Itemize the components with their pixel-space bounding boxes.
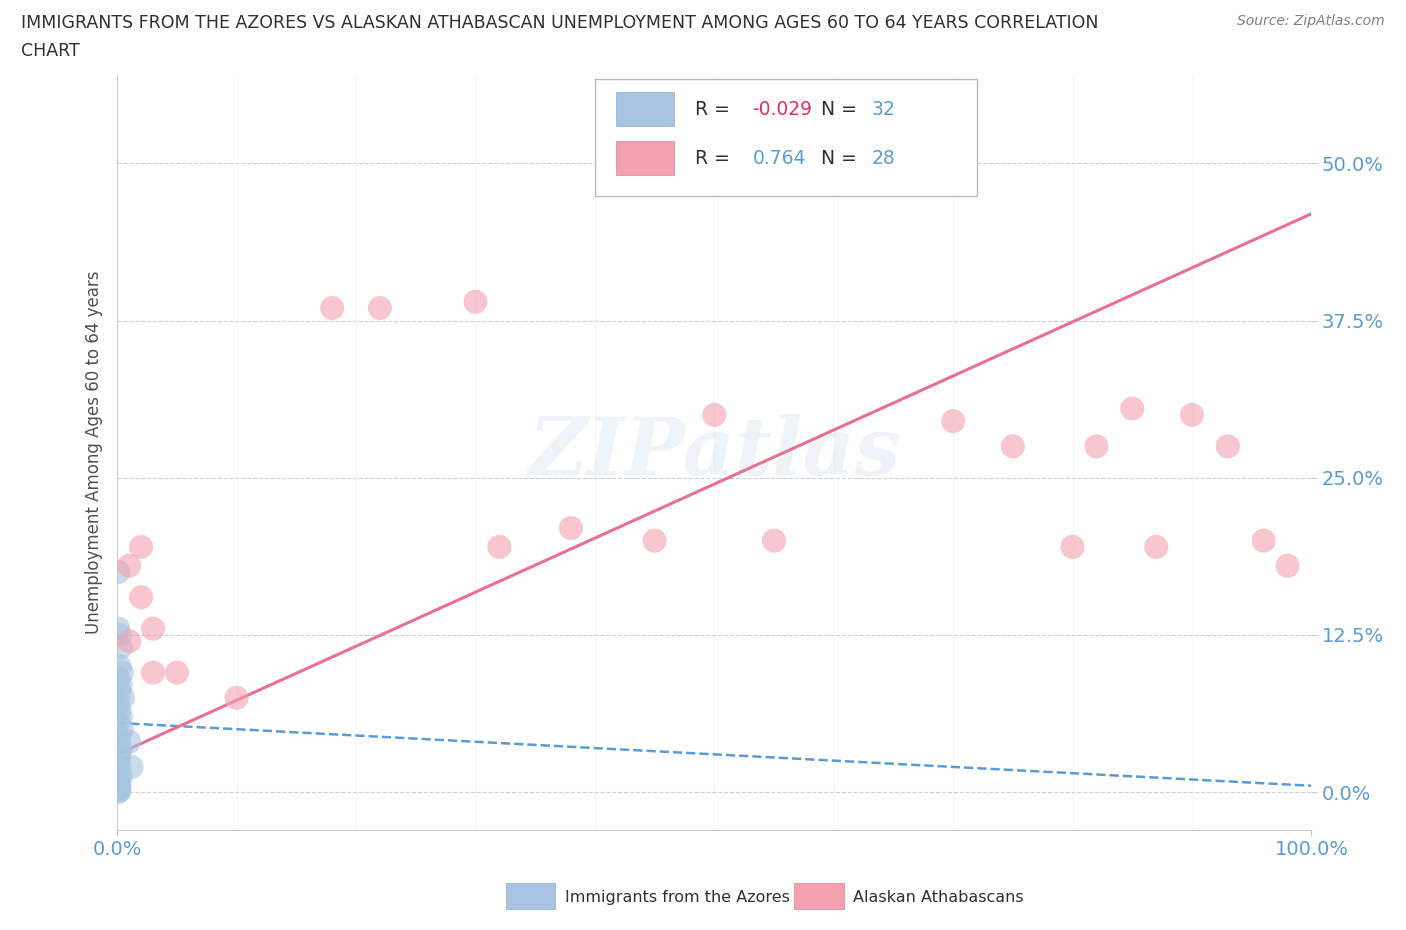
Point: [121, 760, 143, 775]
Text: N =: N =: [821, 100, 856, 119]
Point: [108, 760, 131, 775]
Point: [560, 521, 582, 536]
Point: [763, 533, 786, 548]
Text: ZIPatlas: ZIPatlas: [529, 414, 900, 491]
Point: [107, 753, 129, 768]
Y-axis label: Unemployment Among Ages 60 to 64 years: Unemployment Among Ages 60 to 64 years: [86, 271, 103, 634]
Point: [107, 565, 129, 579]
FancyBboxPatch shape: [595, 79, 977, 196]
FancyBboxPatch shape: [616, 141, 673, 176]
Text: IMMIGRANTS FROM THE AZORES VS ALASKAN ATHABASCAN UNEMPLOYMENT AMONG AGES 60 TO 6: IMMIGRANTS FROM THE AZORES VS ALASKAN AT…: [21, 14, 1098, 32]
Point: [321, 300, 343, 315]
Point: [108, 783, 131, 798]
Text: -0.029: -0.029: [752, 100, 813, 119]
Point: [111, 665, 134, 680]
Point: [111, 722, 134, 737]
Point: [107, 735, 129, 750]
Point: [110, 710, 132, 724]
Point: [107, 772, 129, 787]
Text: 0.764: 0.764: [752, 149, 806, 168]
Text: N =: N =: [821, 149, 856, 168]
FancyBboxPatch shape: [616, 92, 673, 126]
Point: [1121, 401, 1143, 416]
Point: [1277, 558, 1299, 573]
Point: [110, 678, 132, 693]
Point: [118, 735, 141, 750]
Text: CHART: CHART: [21, 42, 80, 60]
Point: [129, 590, 152, 604]
Point: [464, 294, 486, 309]
Point: [118, 633, 141, 648]
Point: [1144, 539, 1167, 554]
Point: [703, 407, 725, 422]
Point: [118, 558, 141, 573]
Point: [107, 778, 129, 793]
Point: [107, 671, 129, 686]
Point: [107, 621, 129, 636]
Text: Immigrants from the Azores: Immigrants from the Azores: [565, 890, 790, 905]
Point: [129, 539, 152, 554]
Point: [112, 690, 135, 705]
Point: [107, 785, 129, 800]
Point: [110, 640, 132, 655]
Point: [142, 621, 165, 636]
Point: [108, 703, 131, 718]
Text: 28: 28: [872, 149, 896, 168]
Point: [142, 665, 165, 680]
Point: [108, 728, 131, 743]
Text: 32: 32: [872, 100, 896, 119]
Point: [107, 697, 129, 711]
Point: [1216, 439, 1239, 454]
Point: [823, 156, 845, 171]
Point: [1253, 533, 1275, 548]
Point: [107, 782, 129, 797]
Point: [1085, 439, 1108, 454]
Text: R =: R =: [695, 149, 730, 168]
Point: [225, 690, 247, 705]
Point: [110, 769, 132, 784]
Point: [108, 781, 131, 796]
Point: [1062, 539, 1084, 554]
Text: Source: ZipAtlas.com: Source: ZipAtlas.com: [1237, 14, 1385, 28]
Point: [108, 658, 131, 673]
Point: [488, 539, 510, 554]
Point: [882, 156, 904, 171]
Text: R =: R =: [695, 100, 730, 119]
Point: [1001, 439, 1024, 454]
Point: [108, 775, 131, 790]
Point: [368, 300, 391, 315]
Point: [108, 684, 131, 699]
Point: [108, 747, 131, 762]
Point: [942, 414, 965, 429]
Point: [166, 665, 188, 680]
Text: Alaskan Athabascans: Alaskan Athabascans: [853, 890, 1024, 905]
Point: [110, 740, 132, 755]
Point: [644, 533, 666, 548]
Point: [107, 765, 129, 780]
Point: [108, 628, 131, 643]
Point: [107, 715, 129, 730]
Point: [1181, 407, 1204, 422]
